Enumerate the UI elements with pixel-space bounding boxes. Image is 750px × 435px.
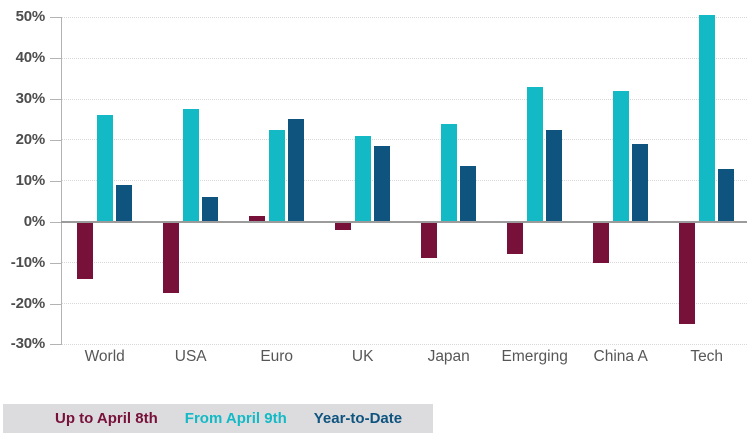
bar-from-april-9th	[526, 86, 543, 222]
bar-from-april-9th	[182, 109, 199, 222]
bar-year-to-date	[202, 197, 219, 222]
y-tick-label: 0%	[23, 212, 45, 230]
y-axis-tick	[50, 262, 61, 264]
bar-year-to-date	[460, 166, 477, 222]
bar-year-to-date	[374, 146, 391, 222]
y-axis-tick	[50, 139, 61, 141]
bar-up-to-april-8th	[163, 221, 180, 294]
bar-up-to-april-8th	[77, 221, 94, 279]
legend-item: From April 9th	[184, 410, 287, 427]
y-tick-label: -10%	[10, 253, 45, 271]
bar-up-to-april-8th	[335, 221, 352, 230]
y-grid-line	[62, 180, 747, 182]
bar-year-to-date	[546, 129, 563, 222]
category-label: Tech	[690, 348, 724, 365]
y-grid-line	[62, 343, 747, 345]
bar-from-april-9th	[698, 15, 715, 222]
bar-year-to-date	[116, 184, 133, 222]
legend-item: Up to April 8th	[55, 410, 158, 427]
y-grid-line	[62, 262, 747, 264]
y-axis-tick	[50, 344, 61, 346]
y-axis-tick	[50, 180, 61, 182]
y-tick-label: -30%	[10, 335, 45, 353]
y-axis-tick	[50, 17, 61, 19]
bar-from-april-9th	[96, 115, 113, 222]
zero-axis-line	[61, 220, 747, 223]
category-label: USA	[174, 348, 207, 365]
category-label: China A	[593, 348, 648, 365]
bar-year-to-date	[632, 143, 649, 222]
bar-up-to-april-8th	[679, 221, 696, 324]
y-grid-line	[62, 57, 747, 59]
y-tick-label: 30%	[15, 90, 46, 107]
y-axis-tick	[50, 221, 61, 223]
bar-up-to-april-8th	[507, 221, 524, 255]
bar-up-to-april-8th	[249, 215, 266, 222]
y-tick-label: 40%	[15, 49, 46, 67]
y-axis-tick	[50, 58, 61, 60]
bar-up-to-april-8th	[421, 221, 438, 259]
bar-year-to-date	[718, 168, 735, 222]
bar-from-april-9th	[354, 135, 371, 222]
bar-year-to-date	[288, 119, 305, 222]
category-label: Japan	[427, 348, 470, 365]
bar-up-to-april-8th	[593, 221, 610, 263]
y-tick-label: 50%	[15, 8, 46, 26]
y-axis-tick	[50, 99, 61, 100]
y-grid-line	[62, 98, 747, 100]
category-label: UK	[351, 348, 374, 365]
y-grid-line	[62, 16, 747, 18]
y-axis-line	[61, 17, 62, 345]
y-axis-tick	[50, 303, 61, 305]
category-label: World	[84, 348, 125, 365]
bar-from-april-9th	[612, 90, 629, 222]
legend: Up to April 8th From April 9th Year-to-Dat…	[3, 404, 433, 433]
legend-item: Year-to-Date	[313, 410, 403, 427]
y-tick-label: 10%	[15, 171, 46, 189]
bar-from-april-9th	[268, 129, 285, 222]
y-grid-line	[62, 303, 747, 304]
category-label: Euro	[260, 348, 294, 365]
y-tick-label: -20%	[10, 294, 45, 312]
category-label: Emerging	[501, 348, 568, 365]
y-grid-line	[62, 139, 747, 141]
y-tick-label: 20%	[15, 130, 46, 148]
bar-from-april-9th	[440, 123, 457, 222]
